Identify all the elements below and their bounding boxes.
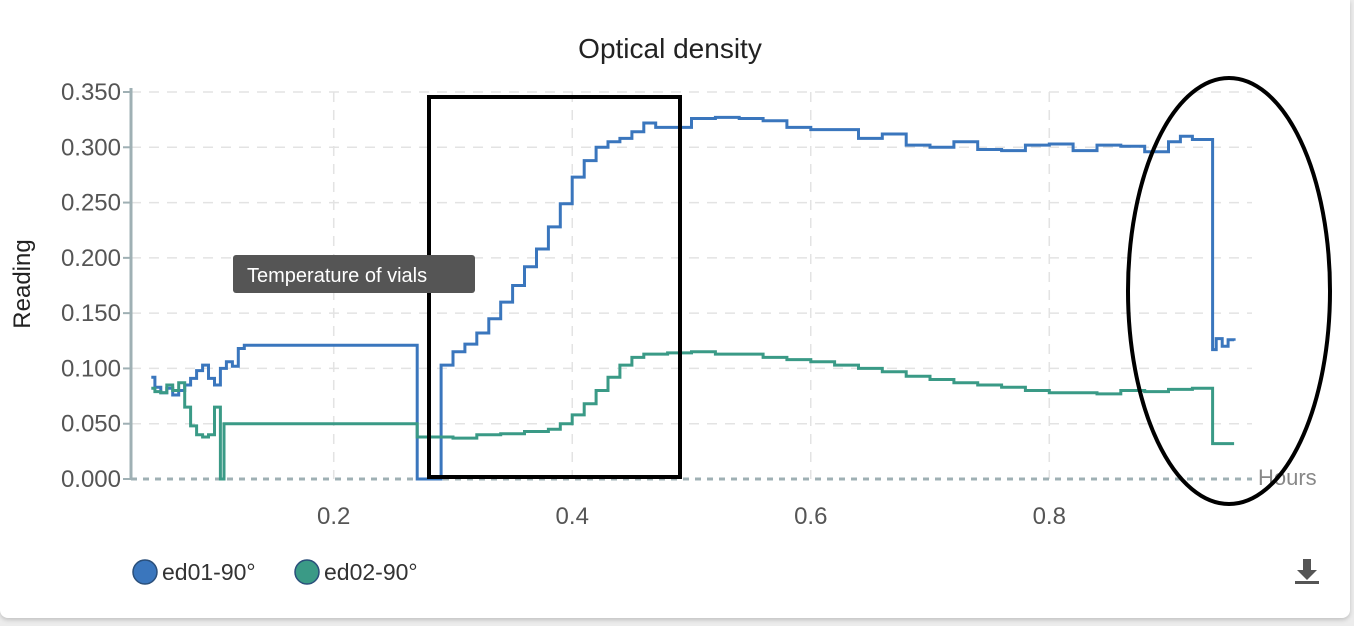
y-tick-label: 0.350 xyxy=(61,79,121,106)
legend-swatch xyxy=(132,559,158,585)
legend-label: ed02-90° xyxy=(324,559,418,585)
download-icon[interactable] xyxy=(1294,557,1320,585)
legend: ed01-90° ed02-90° xyxy=(132,559,418,585)
legend-item-2[interactable]: ed02-90° xyxy=(294,559,418,585)
x-tick-label: 0.2 xyxy=(317,503,350,530)
y-tick-label: 0.000 xyxy=(61,466,121,493)
y-tick-labels: 0.000 0.050 0.100 0.150 0.200 0.250 0.300 0.350 xyxy=(61,79,121,493)
x-tick-label: 0.8 xyxy=(1033,503,1066,530)
y-axis-title: Reading xyxy=(9,239,36,328)
legend-label: ed01-90° xyxy=(162,559,256,585)
legend-item-1[interactable]: ed01-90° xyxy=(132,559,256,585)
highlight-ellipse xyxy=(1126,76,1332,506)
series-line-1 xyxy=(151,115,1236,481)
y-tick-label: 0.250 xyxy=(61,190,121,217)
x-tick-labels: 0.2 0.4 0.6 0.8 xyxy=(317,503,1066,530)
tooltip: Temperature of vials xyxy=(233,255,475,293)
series-lines xyxy=(151,115,1236,481)
y-tick-label: 0.200 xyxy=(61,245,121,272)
series-line-2 xyxy=(151,350,1235,481)
x-tick-label: 0.4 xyxy=(556,503,589,530)
chart-title: Optical density xyxy=(578,33,762,64)
x-tick-label: 0.6 xyxy=(794,503,827,530)
y-tick-label: 0.150 xyxy=(61,300,121,327)
tooltip-text: Temperature of vials xyxy=(247,265,427,287)
tooltip-box xyxy=(233,255,475,293)
legend-swatch xyxy=(294,559,320,585)
y-tick-label: 0.100 xyxy=(61,355,121,382)
y-tick-label: 0.300 xyxy=(61,134,121,161)
y-tick-label: 0.050 xyxy=(61,411,121,438)
